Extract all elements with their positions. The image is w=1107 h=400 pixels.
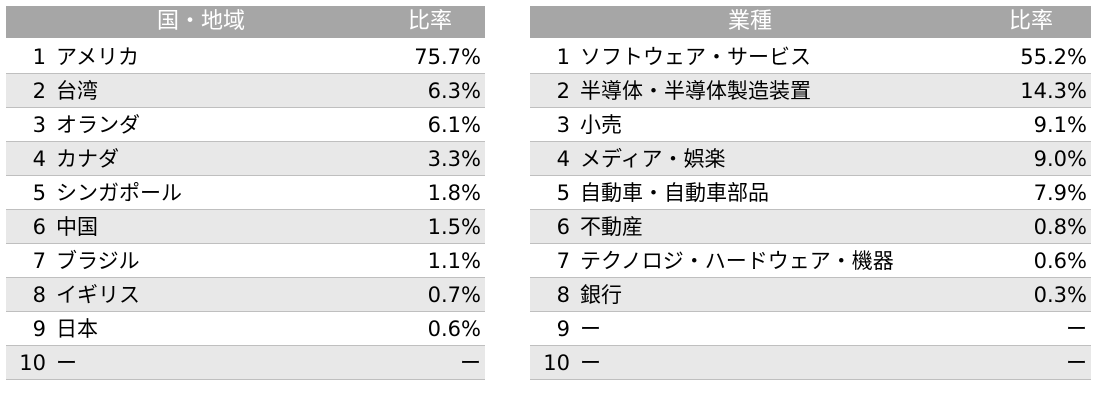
- table-row: 8 イギリス 0.7%: [6, 278, 485, 312]
- row-name: 半導体・半導体製造装置: [580, 79, 811, 103]
- row-rate: 6.1%: [427, 113, 481, 137]
- row-rate: 7.9%: [1033, 181, 1087, 205]
- row-name: イギリス: [56, 283, 140, 307]
- row-name: 台湾: [56, 79, 98, 103]
- industry-rows: 1 ソフトウェア・サービス 55.2% 2 半導体・半導体製造装置 14.3% 3 小売 9.1…: [530, 40, 1091, 380]
- row-rate: 0.3%: [1033, 283, 1087, 307]
- table-row: 7 ブラジル 1.1%: [6, 244, 485, 278]
- table-row: 7 テクノロジ・ハードウェア・機器 0.6%: [530, 244, 1091, 278]
- row-name: カナダ: [56, 147, 119, 171]
- industry-table-header: 業種 比率: [530, 6, 1091, 40]
- row-rate: ー: [460, 351, 481, 375]
- row-rate: 0.7%: [427, 283, 481, 307]
- row-rank: 3: [556, 113, 570, 137]
- row-rank: 8: [32, 283, 46, 307]
- row-name: 自動車・自動車部品: [580, 181, 769, 205]
- row-rate: 55.2%: [1020, 45, 1087, 69]
- table-row: 6 中国 1.5%: [6, 210, 485, 244]
- table-row: 6 不動産 0.8%: [530, 210, 1091, 244]
- row-name: 中国: [56, 215, 98, 239]
- row-name: ブラジル: [56, 249, 140, 273]
- row-name: 小売: [580, 113, 622, 137]
- row-name: 不動産: [580, 215, 643, 239]
- row-rank: 8: [556, 283, 570, 307]
- row-rate: 14.3%: [1020, 79, 1087, 103]
- industry-header-name: 業種: [727, 9, 772, 34]
- table-row: 10 ー ー: [6, 346, 485, 380]
- row-rate: ー: [1066, 317, 1087, 341]
- table-row: 9 日本 0.6%: [6, 312, 485, 346]
- table-row: 1 ソフトウェア・サービス 55.2%: [530, 40, 1091, 74]
- country-rows: 1 アメリカ 75.7% 2 台湾 6.3% 3 オランダ 6.1% 4 カナダ 3.3% 5 シンガポー…: [6, 40, 485, 380]
- row-rank: 6: [556, 215, 570, 239]
- row-rate: 9.1%: [1033, 113, 1087, 137]
- row-rank: 5: [32, 181, 46, 205]
- row-rate: 0.8%: [1033, 215, 1087, 239]
- table-row: 4 メディア・娯楽 9.0%: [530, 142, 1091, 176]
- row-rank: 2: [32, 79, 46, 103]
- country-header-rate: 比率: [407, 9, 452, 34]
- row-rank: 1: [32, 45, 46, 69]
- row-rate: ー: [1066, 351, 1087, 375]
- table-row: 4 カナダ 3.3%: [6, 142, 485, 176]
- country-table: 国・地域 比率 1 アメリカ 75.7% 2 台湾 6.3% 3 オランダ 6.1% 4 カナダ 3.…: [6, 6, 485, 380]
- row-rank: 3: [32, 113, 46, 137]
- industry-table: 業種 比率 1 ソフトウェア・サービス 55.2% 2 半導体・半導体製造装置 14.3%…: [530, 6, 1091, 380]
- table-row: 2 半導体・半導体製造装置 14.3%: [530, 74, 1091, 108]
- row-name: オランダ: [56, 113, 140, 137]
- table-row: 2 台湾 6.3%: [6, 74, 485, 108]
- row-rate: 75.7%: [414, 45, 481, 69]
- table-row: 5 シンガポール 1.8%: [6, 176, 485, 210]
- country-header-name: 国・地域: [156, 9, 245, 34]
- row-rate: 1.1%: [427, 249, 481, 273]
- table-row: 8 銀行 0.3%: [530, 278, 1091, 312]
- row-name: シンガポール: [56, 181, 182, 205]
- row-name: メディア・娯楽: [580, 147, 726, 171]
- row-name: 日本: [56, 317, 98, 341]
- row-rank: 10: [19, 351, 46, 375]
- row-rate: 3.3%: [427, 147, 481, 171]
- row-rate: 6.3%: [427, 79, 481, 103]
- table-row: 1 アメリカ 75.7%: [6, 40, 485, 74]
- row-rank: 1: [556, 45, 570, 69]
- row-rate: 0.6%: [427, 317, 481, 341]
- table-row: 10 ー ー: [530, 346, 1091, 380]
- row-rank: 7: [32, 249, 46, 273]
- row-rank: 7: [556, 249, 570, 273]
- row-rate: 1.8%: [427, 181, 481, 205]
- row-name: テクノロジ・ハードウェア・機器: [580, 249, 894, 273]
- row-rank: 9: [32, 317, 46, 341]
- row-name: ー: [580, 351, 601, 375]
- industry-header-rate: 比率: [1008, 9, 1053, 34]
- row-name: ソフトウェア・サービス: [580, 45, 811, 69]
- table-row: 3 オランダ 6.1%: [6, 108, 485, 142]
- row-rate: 1.5%: [427, 215, 481, 239]
- row-name: ー: [580, 317, 601, 341]
- row-name: アメリカ: [56, 45, 139, 69]
- row-rate: 0.6%: [1033, 249, 1087, 273]
- row-name: ー: [56, 351, 77, 375]
- row-rank: 10: [543, 351, 570, 375]
- table-row: 5 自動車・自動車部品 7.9%: [530, 176, 1091, 210]
- country-table-header: 国・地域 比率: [6, 6, 485, 40]
- row-rank: 6: [32, 215, 46, 239]
- row-name: 銀行: [580, 283, 622, 307]
- row-rate: 9.0%: [1033, 147, 1087, 171]
- row-rank: 9: [556, 317, 570, 341]
- row-rank: 5: [556, 181, 570, 205]
- row-rank: 4: [32, 147, 46, 171]
- table-row: 3 小売 9.1%: [530, 108, 1091, 142]
- row-rank: 4: [556, 147, 570, 171]
- row-rank: 2: [556, 79, 570, 103]
